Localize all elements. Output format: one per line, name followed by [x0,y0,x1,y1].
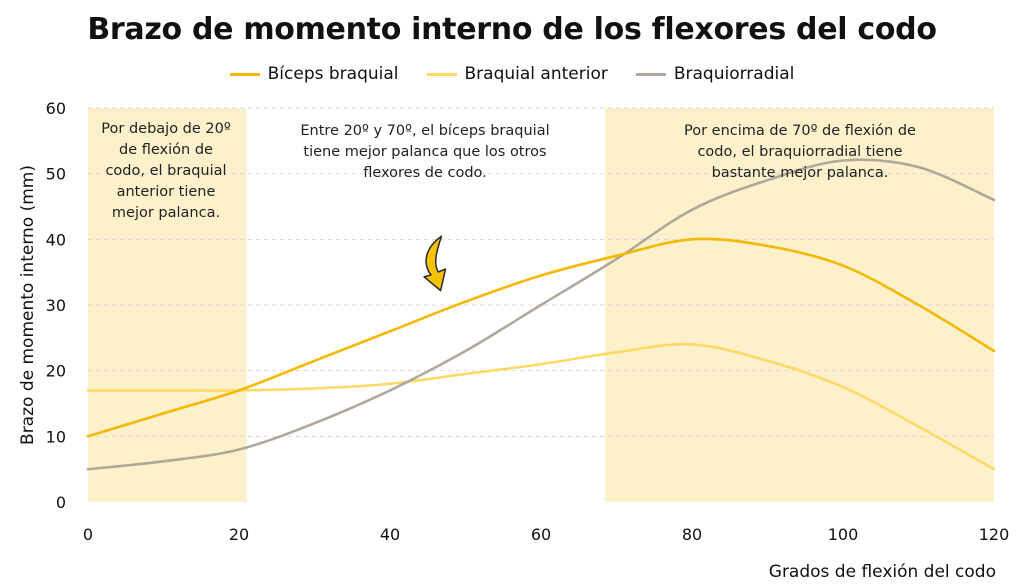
legend-swatch-biceps [229,72,260,76]
legend-swatch-braquial [426,72,457,76]
annotation-1-line-0: Entre 20º y 70º, el bíceps braquial [300,123,549,139]
annotation-2-line-1: codo, el braquiorradial tiene [697,144,902,160]
annotation-0-line-2: codo, el braquial [105,163,226,179]
y-tick-label-20: 20 [46,362,66,381]
annotation-1-line-1: tiene mejor palanca que los otros [303,144,546,160]
x-tick-label-60: 60 [531,525,551,544]
y-tick-label-0: 0 [56,493,66,512]
x-tick-label-20: 20 [229,525,249,544]
x-axis-title: Grados de flexión del codo [769,562,996,582]
x-tick-label-40: 40 [380,525,400,544]
annotation-2-line-0: Por encima de 70º de flexión de [684,123,916,139]
legend: Bíceps braquial Braquial anterior Braqui… [0,64,1024,84]
legend-item-braquial: Braquial anterior [426,64,608,84]
x-tick-label-0: 0 [83,525,93,544]
annotation-0-line-3: anterior tiene [117,184,216,200]
annotation-2-line-2: bastante mejor palanca. [712,165,889,181]
y-tick-label-40: 40 [46,230,66,249]
chart-title: Brazo de momento interno de los flexores… [87,12,937,47]
legend-swatch-braquiorradial [635,72,666,76]
legend-item-braquiorradial: Braquiorradial [635,64,795,84]
x-tick-label-80: 80 [682,525,702,544]
curved-arrow-icon [423,235,447,292]
annotation-0-line-1: de flexión de [119,142,213,158]
y-tick-label-60: 60 [46,99,66,118]
annotation-0: Por debajo de 20º de flexión de codo, el b… [101,121,231,221]
annotation-1: Entre 20º y 70º, el bíceps braquial tiene… [300,123,549,181]
y-axis-title: Brazo de momento interno (mm) [18,165,38,445]
series-line-braquiorradial [86,158,996,471]
x-tick-label-120: 120 [979,525,1010,544]
legend-label-braquiorradial: Braquiorradial [673,64,795,84]
y-tick-label-50: 50 [46,165,66,184]
legend-label-braquial: Braquial anterior [464,64,608,84]
y-tick-label-30: 30 [46,296,66,315]
x-tick-label-100: 100 [828,525,859,544]
annotation-0-line-4: mejor palanca. [112,205,220,221]
legend-item-biceps: Bíceps braquial [229,64,399,84]
legend-label-biceps: Bíceps braquial [267,64,399,84]
annotation-1-line-2: flexores de codo. [363,165,487,181]
arrow-body [423,235,447,292]
series-line-biceps [86,237,996,438]
annotation-0-line-0: Por debajo de 20º [101,121,231,137]
annotation-2: Por encima de 70º de flexión de codo, el … [684,123,916,181]
y-tick-label-10: 10 [46,427,66,446]
